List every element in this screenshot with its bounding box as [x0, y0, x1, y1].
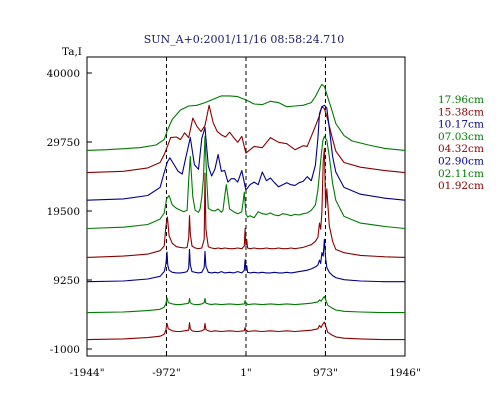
series-line-15.38cm	[86, 104, 406, 174]
y-axis-ticks: 40000 29750 19500 9250 -1000	[47, 68, 92, 356]
legend-entry-10.17cm: 10.17cm	[438, 119, 484, 131]
series-curves	[86, 83, 406, 341]
x-tick-label-3: 973"	[313, 367, 338, 379]
x-tick-label-2: 1"	[240, 367, 252, 379]
series-line-07.03cm	[86, 135, 406, 230]
y-tick-label-4: -1000	[50, 344, 80, 356]
legend-entry-01.92cm: 01.92cm	[438, 180, 484, 192]
y-axis-label: Ta,I	[62, 46, 82, 58]
series-line-01.92cm	[86, 321, 405, 341]
y-tick-label-2: 19500	[47, 206, 80, 218]
y-tick-label-3: 9250	[53, 275, 80, 287]
legend: 17.96cm15.38cm10.17cm07.03cm04.32cm02.90…	[438, 94, 484, 192]
legend-entry-02.90cm: 02.90cm	[438, 156, 484, 168]
series-line-17.96cm	[86, 83, 406, 151]
x-tick-label-0: -1944"	[69, 367, 104, 379]
series-line-04.32cm	[86, 147, 406, 258]
series-line-02.11cm	[86, 295, 405, 314]
legend-entry-07.03cm: 07.03cm	[438, 131, 484, 143]
series-line-10.17cm	[86, 104, 406, 201]
legend-entry-15.38cm: 15.38cm	[438, 106, 484, 118]
y-tick-label-0: 40000	[47, 68, 80, 80]
x-tick-label-1: -972"	[152, 367, 180, 379]
legend-entry-02.11cm: 02.11cm	[438, 168, 484, 180]
legend-entry-04.32cm: 04.32cm	[438, 143, 484, 155]
x-tick-label-4: 1946"	[389, 367, 421, 379]
x-axis-ticks: -1944" -972" 1" 973" 1946"	[69, 351, 421, 379]
marker-lines	[165, 57, 326, 356]
legend-entry-17.96cm: 17.96cm	[438, 94, 484, 106]
y-tick-label-1: 29750	[47, 137, 80, 149]
series-line-02.90cm	[86, 238, 405, 283]
chart-title: SUN_A+0:2001/11/16 08:58:24.710	[144, 33, 345, 46]
